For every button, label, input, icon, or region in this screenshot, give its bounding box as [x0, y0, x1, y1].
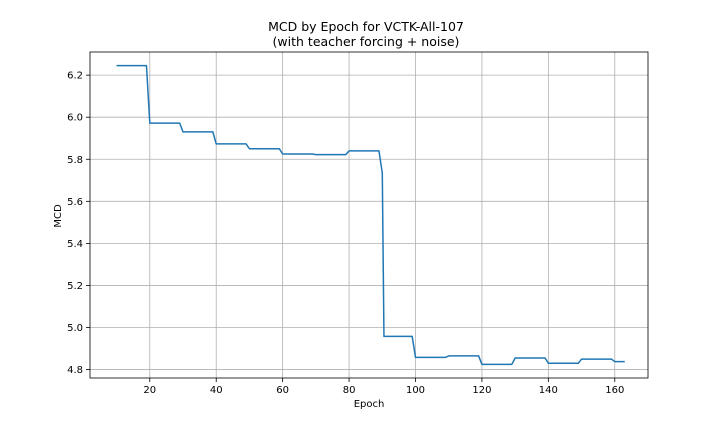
x-tick-label: 140	[539, 385, 558, 396]
plot-frame	[89, 51, 649, 379]
y-tick-label: 4.8	[67, 365, 83, 376]
x-axis-label: Epoch	[354, 399, 385, 410]
y-tick-label: 5.6	[67, 197, 83, 208]
x-tick-label: 160	[605, 385, 624, 396]
x-tick-label: 100	[406, 385, 425, 396]
x-tick-label: 120	[472, 385, 491, 396]
y-tick-label: 6.0	[67, 113, 83, 124]
series-line-0	[116, 64, 625, 366]
y-tick-label: 5.8	[67, 155, 83, 166]
x-tick-label: 80	[343, 385, 356, 396]
chart-title: MCD by Epoch for VCTK-All-107	[268, 19, 464, 34]
x-tick-label: 20	[143, 385, 156, 396]
series-layer	[116, 64, 625, 366]
x-tick-label: 40	[210, 385, 223, 396]
ticks: 20 40 60 80 100 120 140 160 4.8 5.0 5.2 5.4 5.6 5.8 6.…	[67, 71, 624, 396]
y-tick-label: 5.2	[67, 281, 83, 292]
gridlines	[90, 52, 648, 378]
chart-subtitle: (with teacher forcing + noise)	[273, 34, 460, 49]
y-axis-label: MCD	[53, 204, 64, 228]
y-tick-label: 5.0	[67, 323, 83, 334]
y-tick-label: 5.4	[67, 239, 83, 250]
x-tick-label: 60	[276, 385, 289, 396]
y-tick-label: 6.2	[67, 71, 83, 82]
